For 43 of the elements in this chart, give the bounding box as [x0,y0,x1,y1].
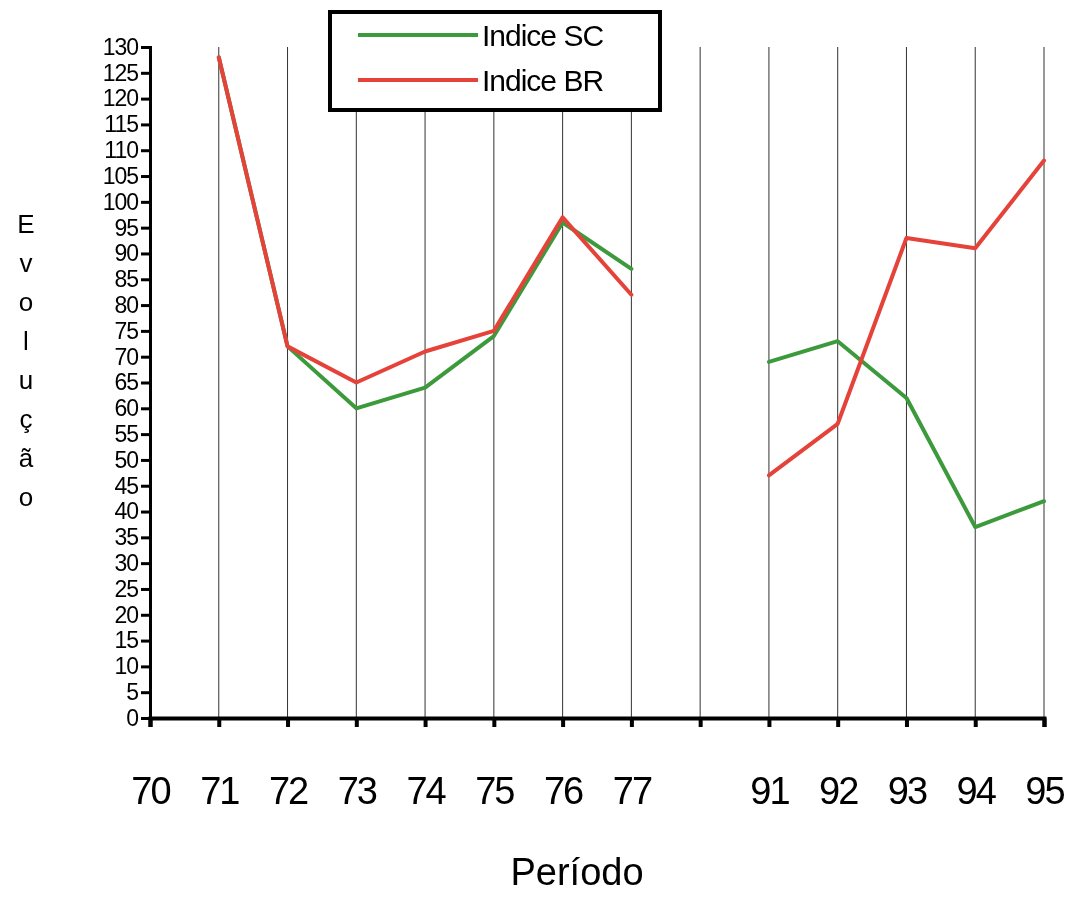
y-tick-label: 65 [114,369,139,396]
y-tick-label: 70 [114,343,139,370]
y-tick-label: 55 [114,420,139,447]
y-tick-label: 105 [102,162,139,189]
y-axis-title: Evolução [17,209,35,512]
legend-label: Indice BR [482,63,604,97]
y-tick-label: 125 [102,59,139,86]
legend-label: Indice SC [482,18,604,52]
y-tick-label: 50 [114,446,139,473]
y-tick-label: 25 [114,575,139,602]
x-tick-label: 72 [268,769,309,812]
y-tick-label: 5 [126,679,139,706]
x-tick-label: 73 [337,769,377,812]
y-tick-label: 30 [114,550,139,577]
x-tick-label: 94 [956,769,997,812]
y-tick-label: 0 [126,704,139,731]
y-tick-label: 115 [104,111,139,138]
y-tick-label: 100 [102,188,139,215]
x-tick-label: 92 [819,769,859,812]
x-tick-label: 93 [887,769,927,812]
y-tick-label: 85 [114,266,139,293]
y-tick-label: 10 [114,653,139,680]
x-tick-label: 74 [406,769,447,812]
y-tick-label: 80 [114,291,139,318]
x-tick-label: 95 [1025,769,1065,812]
y-tick-label: 130 [102,33,139,60]
y-tick-label: 35 [114,524,139,551]
y-tick-label: 60 [114,395,139,422]
x-tick-label: 71 [200,769,240,812]
y-tick-label: 40 [114,498,139,525]
y-tick-label: 15 [114,627,139,654]
y-tick-label: 110 [104,137,139,164]
y-tick-label: 45 [114,472,139,499]
x-axis-title: Período [510,851,644,893]
y-tick-label: 120 [102,85,139,112]
y-tick-label: 75 [114,317,139,344]
y-tick-label: 90 [114,240,139,267]
x-tick-label: 75 [475,769,515,812]
x-tick-label: 91 [750,769,790,812]
y-tick-label: 20 [114,601,139,628]
x-tick-label: 76 [543,769,584,812]
x-tick-label: 77 [612,769,652,812]
y-tick-label: 95 [114,214,139,241]
